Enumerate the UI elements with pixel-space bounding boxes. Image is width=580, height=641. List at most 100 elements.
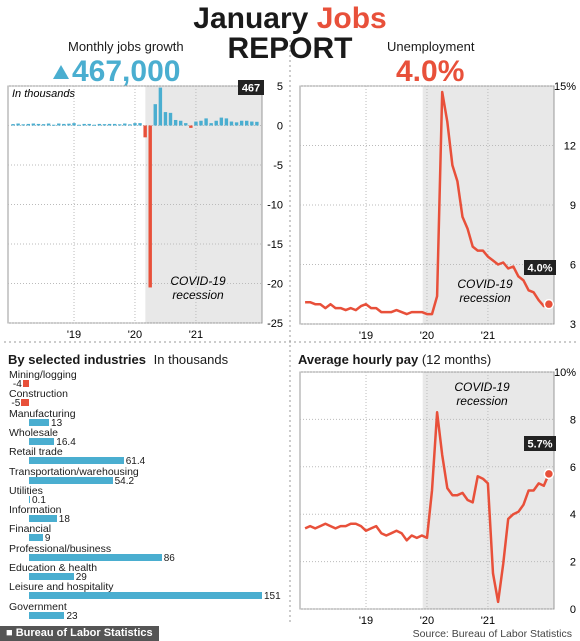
industry-label: Government [9, 600, 67, 613]
industry-value: -5 [11, 398, 21, 410]
jobs-bar [118, 124, 122, 126]
industry-label: Mining/logging [9, 369, 77, 381]
x-tick-label: '19 [359, 330, 373, 342]
jobs-bar [143, 125, 147, 138]
y-tick-label: 4 [570, 509, 576, 521]
y-tick-label: 5 [277, 81, 283, 93]
jobs-bar [26, 123, 31, 126]
jobs-bar [133, 123, 137, 126]
jobs-bar [31, 123, 36, 126]
industry-value: 61.4 [125, 456, 146, 468]
jobs-bar [72, 123, 76, 126]
jobs-growth-headline: 467,000 [52, 57, 180, 87]
industry-label: Leisure and hospitality [9, 581, 114, 594]
jobs-bar [234, 122, 239, 126]
y-tick-label: 0 [570, 604, 576, 616]
pay-title: Average hourly pay [298, 352, 419, 367]
jobs-bar [214, 120, 218, 126]
jobs-bar [199, 120, 203, 126]
camera-icon: ■ [6, 627, 13, 639]
jobs-growth-value: 467,000 [72, 55, 181, 88]
source-note: Source: Bureau of Labor Statistics [412, 628, 572, 640]
industry-label: Education & health [9, 562, 98, 574]
unemployment-label: Unemployment [387, 39, 475, 54]
jobs-bar [11, 124, 15, 126]
jobs-callout-text: 467 [242, 83, 260, 95]
y-tick-label: -20 [267, 279, 283, 291]
jobs-callout: 467 [238, 80, 264, 95]
unemp-end-point [543, 298, 555, 310]
unemp-line [305, 90, 555, 316]
credit-text: Bureau of Labor Statistics [15, 627, 153, 639]
jobs-bar [112, 123, 117, 126]
jobs-chart: 5 0 -5 -10 -15 -20 -25 '19 '20 '21 In thousands C… [7, 80, 283, 341]
unemp-callout: 4.0% [524, 260, 556, 275]
jobs-bar [224, 118, 229, 126]
industry-label: Manufacturing [9, 407, 76, 420]
industries-chart: Mining/logging -4 Construction -5 Manufactur… [0, 370, 290, 622]
jobs-bar [52, 124, 56, 126]
jobs-bar [219, 117, 224, 126]
jobs-bar [97, 123, 102, 126]
industry-value: 54.2 [114, 475, 135, 487]
y-tick-label: 6 [570, 462, 576, 474]
unemp-series-line [305, 90, 550, 316]
x-tick-label: '19 [67, 329, 81, 341]
jobs-bar [57, 123, 61, 126]
unemployment-value: 4.0% [396, 55, 465, 88]
industry-bar [29, 573, 74, 580]
jobs-bar [128, 124, 132, 126]
y-tick-label: 8 [570, 414, 576, 426]
jobs-bars [11, 87, 259, 288]
industry-label: Construction [9, 388, 68, 401]
jobs-bar [148, 125, 152, 288]
x-tick-label: '21 [481, 330, 495, 342]
x-tick-label: '21 [481, 615, 495, 625]
industry-bar [29, 515, 57, 523]
jobs-growth-label: Monthly jobs growth [68, 39, 184, 54]
jobs-bar [123, 123, 127, 126]
jobs-bar [173, 119, 178, 126]
industry-value: 29 [75, 572, 87, 583]
jobs-bar [255, 121, 259, 126]
x-tick-label: '20 [420, 330, 434, 342]
industry-bar [22, 380, 29, 387]
y-tick-label: 3 [570, 319, 576, 331]
jobs-bar [244, 120, 249, 126]
y-tick-label: 2 [570, 557, 576, 569]
jobs-bar [204, 118, 208, 126]
x-tick-label: '19 [359, 615, 373, 625]
industry-value: 23 [66, 610, 78, 622]
jobs-bar [194, 121, 198, 126]
pay-callout-text: 5.7% [527, 439, 552, 451]
industry-value: 9 [44, 533, 51, 545]
unemployment-chart: 15% 12 9 6 3 '19 '20 '21 COVID-19 recession 4.0… [299, 81, 576, 342]
x-tick-label: '21 [189, 329, 203, 341]
industries-unit: In thousands [153, 352, 229, 367]
industry-bar [29, 534, 43, 542]
industry-bar [29, 457, 124, 465]
jobs-bar [77, 124, 81, 126]
industry-bar [29, 553, 162, 561]
pay-chart: 10% 8 6 4 2 0 '19 '20 '21 COVID-19 recession 5.7… [299, 367, 576, 625]
y-tick-label: 15% [554, 81, 576, 93]
jobs-bar [87, 123, 91, 126]
industries-title: By selected industries [8, 352, 146, 367]
jobs-recession-label-2: recession [172, 288, 224, 302]
industry-bar [29, 418, 50, 426]
jobs-bar [138, 123, 142, 126]
jobs-bar [62, 123, 66, 126]
industry-value: 86 [163, 552, 175, 564]
industry-label: Financial [9, 523, 52, 536]
pay-line [304, 411, 555, 604]
y-tick-label: -15 [267, 239, 283, 251]
y-tick-label: -25 [267, 318, 283, 330]
y-tick-label: -10 [267, 200, 283, 212]
industry-label: Utilities [9, 484, 43, 497]
industry-bar [29, 611, 65, 619]
jobs-bar [209, 123, 213, 126]
industry-label: Transportation/warehousing [9, 465, 139, 478]
industries-header: By selected industries In thousands [8, 352, 228, 367]
industry-value: 13 [51, 417, 63, 429]
